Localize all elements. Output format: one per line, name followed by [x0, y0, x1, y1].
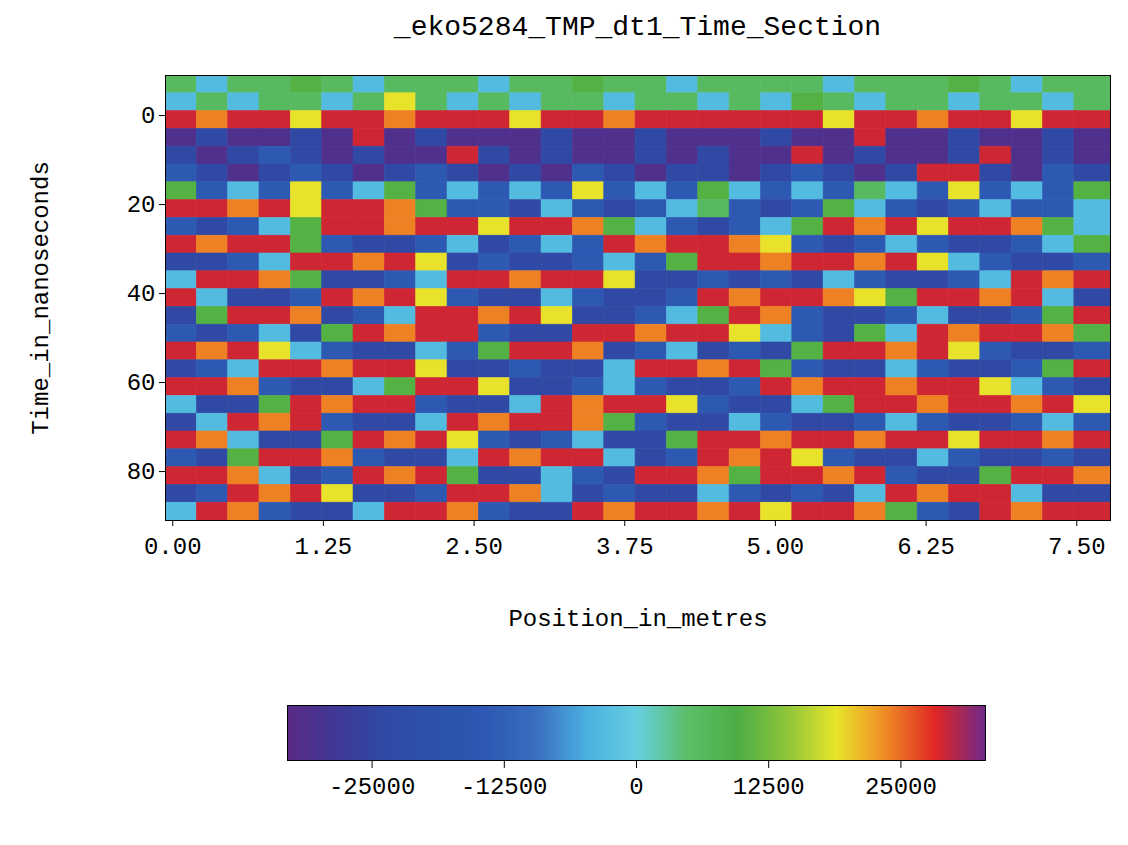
- svg-text:25000: 25000: [865, 774, 937, 801]
- svg-text:0.00: 0.00: [144, 534, 202, 561]
- svg-text:80: 80: [127, 459, 156, 486]
- svg-text:60: 60: [127, 370, 156, 397]
- html-text:_eko5284_TMP_dt1_Time_Section: _eko5284_TMP_dt1_Time_Section: [393, 12, 882, 43]
- svg-text:Time_in_nanoseconds: Time_in_nanoseconds: [28, 161, 55, 435]
- svg-text:Position_in_metres: Position_in_metres: [508, 606, 767, 633]
- svg-text:7.50: 7.50: [1048, 534, 1106, 561]
- svg-text:20: 20: [127, 192, 156, 219]
- svg-text:-25000: -25000: [329, 774, 415, 801]
- svg-text:12500: 12500: [733, 774, 805, 801]
- svg-text:5.00: 5.00: [747, 534, 805, 561]
- svg-text:2.50: 2.50: [445, 534, 503, 561]
- svg-text:6.25: 6.25: [897, 534, 955, 561]
- svg-text:0: 0: [141, 103, 155, 130]
- svg-text:3.75: 3.75: [596, 534, 654, 561]
- svg-text:40: 40: [127, 281, 156, 308]
- svg-text:0: 0: [629, 774, 643, 801]
- svg-text:-12500: -12500: [461, 774, 547, 801]
- svg-text:1.25: 1.25: [295, 534, 353, 561]
